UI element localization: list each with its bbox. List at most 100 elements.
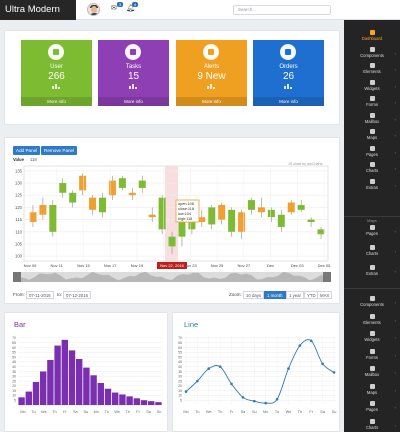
sidebar-item-forms[interactable]: Forms › (344, 96, 400, 107)
bar[interactable] (25, 391, 32, 405)
bar[interactable] (140, 400, 148, 405)
zoom-option-1-year[interactable]: 1 year (286, 291, 304, 299)
candle-body[interactable] (228, 209, 236, 232)
bar[interactable] (76, 359, 83, 405)
bar[interactable] (47, 359, 54, 405)
candle-body[interactable] (287, 202, 295, 213)
line-point[interactable] (241, 396, 245, 399)
line-point[interactable] (230, 382, 233, 386)
candle-body[interactable] (89, 197, 97, 210)
sidebar-item-components[interactable]: Components › (344, 46, 400, 58)
sidebar-item-elements[interactable]: Elements › (344, 313, 400, 325)
stat-card-user[interactable]: User 266 More info (21, 40, 92, 106)
candle-body[interactable] (168, 236, 176, 247)
bar[interactable] (112, 392, 119, 405)
line-point[interactable] (309, 339, 313, 343)
candle-body[interactable] (257, 207, 265, 213)
line-point[interactable] (332, 371, 336, 374)
to-date-field[interactable]: 07-12-2016 (63, 291, 91, 299)
candle-body[interactable] (49, 204, 57, 232)
bar[interactable] (68, 350, 76, 405)
candle-body[interactable] (297, 204, 305, 210)
candle-body[interactable] (138, 180, 146, 188)
navigator-scrollbar[interactable] (13, 272, 331, 282)
bar[interactable] (32, 382, 40, 405)
bar[interactable] (133, 398, 140, 405)
sidebar-item-components[interactable]: Components › (344, 296, 400, 307)
bar[interactable] (83, 367, 90, 405)
more-info-link[interactable]: More info (253, 97, 324, 106)
line-point[interactable] (218, 365, 222, 368)
line-point[interactable] (253, 399, 256, 403)
sidebar-item-charts[interactable]: Charts › (344, 162, 400, 173)
candle-body[interactable] (248, 200, 255, 210)
stat-card-alerts[interactable]: Alerts 9 New More info (176, 40, 247, 106)
candle-body[interactable] (148, 214, 156, 218)
remove-panel-button[interactable]: Remove Panel (41, 146, 78, 155)
zoom-option-max[interactable]: MAX (317, 291, 333, 299)
stat-card-tasks[interactable]: Tasks 15 More info (98, 40, 169, 106)
sidebar-item-widgets[interactable]: Widgets › (344, 331, 400, 342)
zoom-option-1-month[interactable]: 1 month (264, 291, 286, 299)
candle-body[interactable] (307, 219, 315, 223)
sidebar-item-dashboard[interactable]: Dashboard (344, 30, 400, 41)
bar[interactable] (54, 345, 61, 405)
line-point[interactable] (207, 367, 211, 370)
bell-icon[interactable]: 🔔︎ (126, 5, 135, 12)
sidebar-item-extras[interactable]: Extras › (344, 178, 400, 190)
sidebar-item-charts[interactable]: Charts › (344, 245, 400, 256)
sidebar-item-extras[interactable]: Extras › (344, 265, 400, 276)
bar[interactable] (40, 371, 47, 405)
candle-body[interactable] (59, 183, 67, 193)
more-info-link[interactable]: More info (98, 97, 169, 106)
candle-body[interactable] (99, 197, 106, 213)
bar[interactable] (148, 401, 155, 405)
candle-body[interactable] (317, 229, 325, 235)
candle-body[interactable] (79, 175, 87, 191)
candle-body[interactable] (69, 192, 77, 203)
from-date-field[interactable]: 07-11-2016 (26, 291, 54, 299)
user-avatar[interactable] (87, 3, 100, 16)
zoom-option-10-days[interactable]: 10 days (243, 291, 265, 299)
more-info-link[interactable]: More info (21, 97, 92, 106)
sidebar-item-elements[interactable]: Elements › (344, 63, 400, 74)
sidebar-item-mailbox[interactable]: Mailbox › (344, 112, 400, 124)
sidebar-item-mailbox[interactable]: Mailbox › (344, 366, 400, 377)
candle-body[interactable] (178, 212, 186, 237)
bar[interactable] (155, 402, 162, 405)
bar[interactable] (126, 396, 133, 405)
navigator-left-handle[interactable] (13, 272, 21, 282)
bar[interactable] (119, 394, 126, 405)
bar[interactable] (104, 388, 112, 405)
candle-body[interactable] (198, 217, 206, 223)
line-point[interactable] (184, 390, 188, 393)
candle-body[interactable] (128, 192, 136, 196)
sidebar-item-maps[interactable]: Maps › (344, 129, 400, 140)
line-point[interactable] (264, 401, 267, 405)
sidebar-item-charts[interactable]: Charts › (344, 418, 400, 430)
line-point[interactable] (321, 362, 324, 366)
bar[interactable] (90, 375, 97, 405)
candle-body[interactable] (238, 212, 246, 232)
sidebar-item-forms[interactable]: Forms › (344, 348, 400, 360)
bar[interactable] (18, 397, 25, 405)
candle-body[interactable] (108, 180, 116, 196)
candle-body[interactable] (118, 178, 126, 188)
add-panel-button[interactable]: Add Panel (13, 146, 41, 155)
bar[interactable] (61, 339, 68, 405)
stat-card-orders[interactable]: Orders 26 More info (253, 40, 324, 106)
candle-body[interactable] (267, 209, 275, 218)
candle-body[interactable] (158, 197, 166, 230)
line-point[interactable] (196, 379, 199, 383)
sidebar-item-widgets[interactable]: Widgets › (344, 79, 400, 91)
candle-body[interactable] (29, 212, 37, 223)
brand-logo[interactable]: Ultra Modern (0, 0, 76, 20)
mail-icon[interactable]: ✉ (111, 5, 117, 12)
search-input[interactable]: Search... (233, 5, 331, 15)
candle-body[interactable] (208, 207, 216, 225)
candle-body[interactable] (39, 204, 47, 215)
sidebar-item-pages[interactable]: Pages › (344, 225, 400, 236)
candle-body[interactable] (218, 204, 226, 220)
line-point[interactable] (298, 344, 302, 347)
